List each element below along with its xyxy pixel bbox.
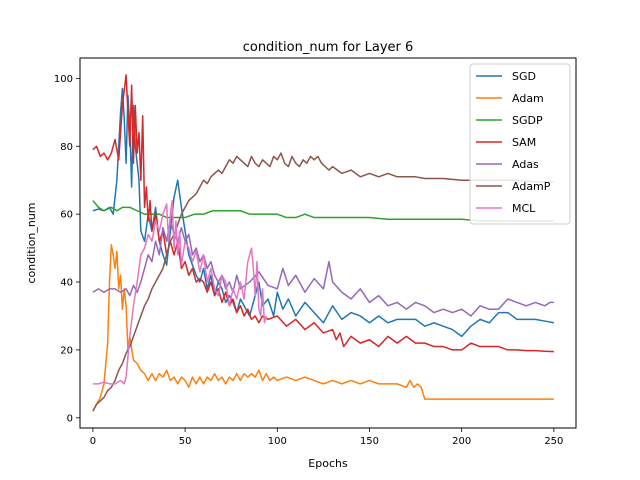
y-tick-label: 20 (60, 345, 73, 356)
x-tick-label: 250 (544, 436, 563, 447)
x-axis-ticks: 0 50 100 150 200 250 (90, 428, 563, 447)
y-tick-label: 100 (54, 74, 73, 85)
x-tick-label: 150 (360, 436, 379, 447)
legend-label-sam: SAM (512, 136, 536, 149)
x-tick-label: 50 (179, 436, 192, 447)
x-tick-label: 100 (268, 436, 287, 447)
legend: SGD Adam SGDP SAM Adas AdamP MCL (469, 63, 571, 225)
legend-label-sgdp: SGDP (512, 114, 543, 127)
y-tick-label: 80 (60, 142, 73, 153)
x-axis-label: Epochs (308, 457, 348, 470)
plot-frame (79, 57, 577, 429)
y-axis-label: condition_num (25, 202, 38, 283)
legend-label-sgd: SGD (512, 70, 536, 83)
legend-label-adam: Adam (512, 92, 544, 105)
series-line-sgdp (92, 200, 554, 222)
y-tick-label: 40 (60, 278, 73, 289)
chart-title: condition_num for Layer 6 (243, 40, 414, 55)
legend-box (469, 63, 571, 225)
y-tick-label: 0 (67, 413, 73, 424)
series-line-adam (92, 243, 554, 412)
legend-label-adas: Adas (512, 158, 539, 171)
plot-area (92, 74, 555, 412)
x-tick-label: 0 (90, 436, 96, 447)
series-line-adamp (92, 152, 554, 412)
y-axis-ticks: 0 20 40 60 80 100 (54, 74, 80, 424)
series-line-mcl (92, 199, 267, 385)
x-tick-label: 200 (452, 436, 471, 447)
series-line-sam (92, 74, 554, 353)
series-layer (92, 74, 555, 412)
legend-label-adamp: AdamP (512, 180, 551, 193)
y-tick-label: 60 (60, 210, 73, 221)
legend-label-mcl: MCL (512, 202, 536, 215)
series-line-adas (92, 220, 554, 317)
